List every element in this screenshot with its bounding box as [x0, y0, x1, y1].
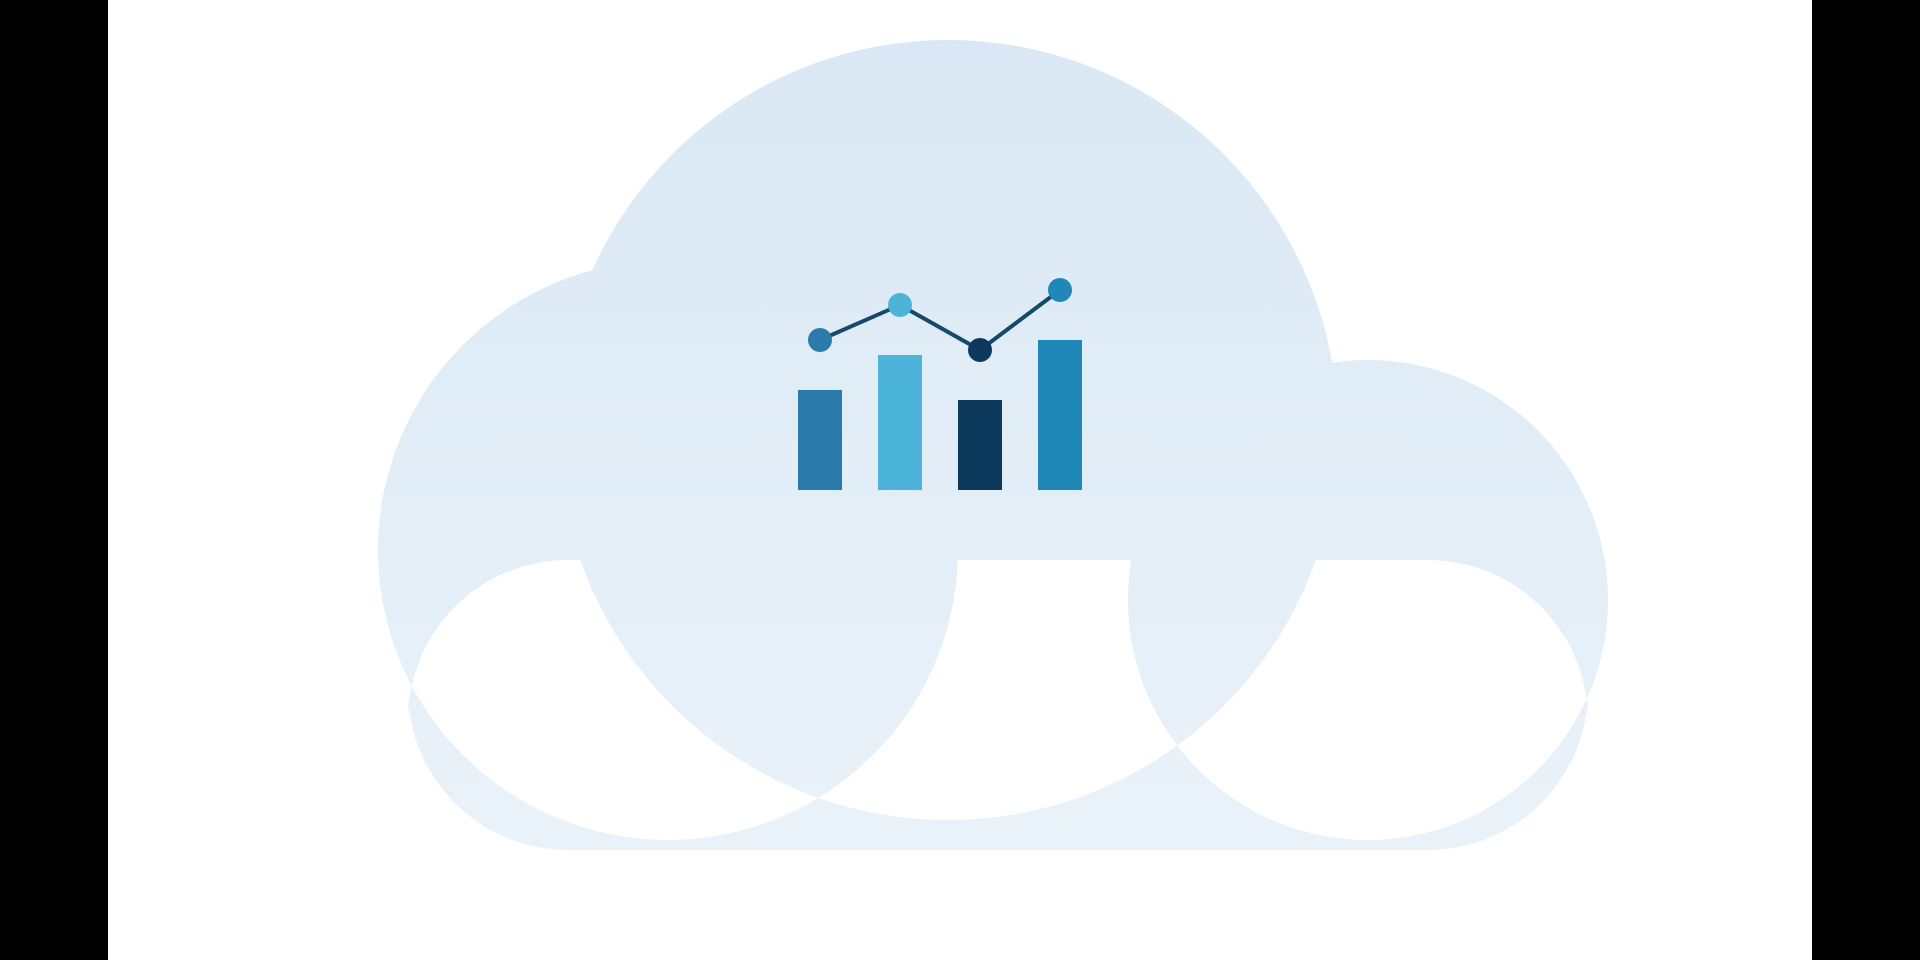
pillarbox-right: [1812, 0, 1920, 960]
chart-line-point: [888, 293, 912, 317]
stage: [0, 0, 1920, 960]
chart-bar: [958, 400, 1002, 490]
chart-bar: [798, 390, 842, 490]
chart-bar: [1038, 340, 1082, 490]
content-area: [108, 0, 1812, 960]
chart-line-point: [968, 338, 992, 362]
chart-line-point: [1048, 278, 1072, 302]
chart-line-point: [808, 328, 832, 352]
chart-bar: [878, 355, 922, 490]
pillarbox-left: [0, 0, 108, 960]
cloud-analytics-infographic: [108, 0, 1812, 960]
